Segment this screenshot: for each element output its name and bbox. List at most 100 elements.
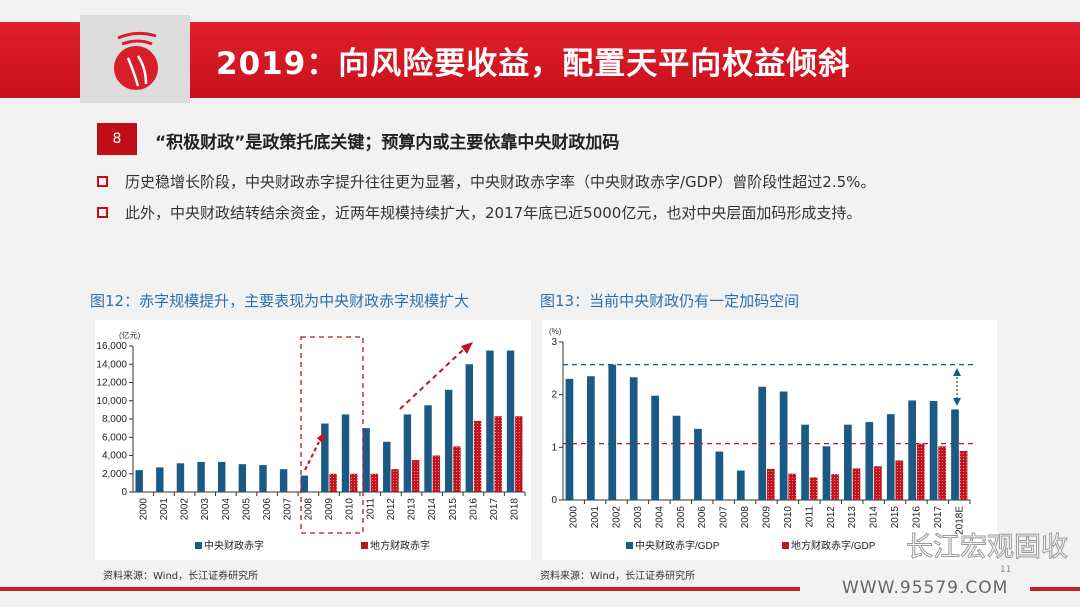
x-tick-label: 2006	[262, 498, 273, 521]
y-tick-label: 0	[551, 495, 557, 506]
y-tick-label: 14,000	[96, 359, 127, 370]
y-tick-label: 3	[551, 337, 557, 348]
chart-deficit-scale: (亿元) 0 2,000 4,000 6,000 8,000 10,000 12,000 14,…	[96, 330, 526, 552]
bar-local	[938, 446, 947, 500]
bar-central	[362, 428, 370, 492]
bar-central	[300, 475, 308, 492]
footer-line	[0, 587, 800, 591]
y-tick-label: 10,000	[96, 396, 127, 407]
bar-local	[391, 469, 399, 492]
legend-label: 地方财政赤字/GDP	[791, 539, 876, 552]
bar-local	[411, 460, 420, 492]
bar-central	[197, 461, 205, 492]
x-tick-label: 2007	[283, 498, 294, 521]
x-tick-label: 2016	[468, 498, 479, 521]
y-tick-label: 0	[121, 487, 127, 498]
highlight-box	[300, 336, 364, 534]
arrow-up-icon	[953, 368, 961, 376]
bar-central	[383, 441, 391, 492]
bullet-text: 历史稳增长阶段，中央财政赤字提升往往更为显著，中央财政赤字率（中央财政赤字/GD…	[125, 173, 876, 191]
x-tick-label: 2006	[697, 506, 708, 529]
bar-central	[586, 376, 595, 500]
bar-central	[608, 364, 617, 500]
x-tick-label: 2014	[427, 498, 438, 521]
bar-central	[865, 422, 874, 500]
x-tick-label: 2015	[448, 498, 459, 521]
page-title: 2019：向风险要收益，配置天平向权益倾斜	[216, 46, 851, 82]
bar-local	[432, 455, 440, 492]
bar-central	[424, 405, 432, 492]
bar-local	[809, 477, 818, 500]
x-tick-label: 2007	[719, 506, 730, 529]
y-tick-label: 6,000	[102, 432, 127, 443]
chart-deficit-ratio: (%) 0 1 2 3 2000 2001 2002 2003 2004 2005 2006 2007 2…	[549, 327, 974, 552]
arrow-head-icon	[461, 342, 473, 354]
x-tick-label: 2011	[365, 498, 376, 520]
x-tick-label: 2012	[826, 506, 837, 529]
x-tick-label: 2000	[138, 498, 149, 521]
bullet-text: 此外，中央财政结转结余资金，近两年规模持续扩大，2017年底已近5000亿元，也…	[125, 204, 862, 222]
trend-arrow	[399, 349, 464, 410]
bar-central	[801, 424, 809, 500]
x-tick-label: 2016	[911, 506, 922, 529]
x-tick-label: 2002	[180, 498, 191, 521]
bar-central	[403, 414, 412, 492]
legend-label: 地方财政赤字	[370, 539, 430, 552]
trend-arrow	[304, 441, 320, 471]
x-tick-label: 2018	[510, 498, 521, 521]
chart-panel-deficit-scale: (亿元) 0 2,000 4,000 6,000 8,000 10,000 12,000 14,…	[95, 320, 531, 560]
x-tick-label: 2005	[676, 506, 687, 529]
legend-label: 中央财政赤字	[204, 539, 264, 552]
y-tick-label: 2	[551, 390, 557, 401]
bar-local	[473, 420, 482, 492]
bar-central	[886, 414, 895, 500]
watermark: 长江宏观固收	[906, 532, 1069, 563]
x-tick-label: 2001	[159, 498, 170, 521]
bar-local	[916, 443, 925, 500]
x-tick-label: 2009	[324, 498, 335, 521]
y-tick-label: 8,000	[102, 414, 127, 425]
footer-url: WWW.95579.COM	[842, 578, 1009, 598]
y-tick-label: 1	[551, 442, 557, 453]
bar-central	[736, 470, 745, 500]
section-number: 8	[97, 123, 137, 155]
chart-title: 图13：当前中央财政仍有一定加码空间	[540, 292, 800, 310]
x-tick-label: 2011	[804, 506, 815, 528]
bar-central	[218, 461, 226, 492]
bar-local	[852, 468, 861, 500]
y-axis-unit: (%)	[549, 327, 562, 336]
bar-central	[444, 389, 453, 492]
bar-local	[453, 446, 461, 492]
bar-central	[176, 463, 185, 492]
x-tick-label: 2010	[783, 506, 794, 529]
x-tick-label: 2010	[345, 498, 356, 521]
legend-swatch	[361, 542, 368, 549]
bar-local	[370, 473, 379, 492]
y-tick-label: 2,000	[102, 469, 127, 480]
bar-central	[465, 364, 474, 492]
bar-central	[822, 446, 831, 500]
bar-central	[135, 470, 143, 492]
bar-central	[779, 391, 788, 500]
footer-line	[1030, 587, 1080, 591]
bullet-item: 历史稳增长阶段，中央财政赤字提升往往更为显著，中央财政赤字率（中央财政赤字/GD…	[97, 171, 875, 192]
page-number: 11	[1000, 565, 1012, 575]
x-tick-label: 2017	[933, 506, 944, 529]
x-tick-label: 2002	[612, 506, 623, 529]
arrow-down-icon	[953, 398, 961, 406]
x-tick-label: 2013	[407, 498, 418, 521]
bullet-square-icon	[97, 176, 108, 187]
y-axis-unit: (亿元)	[119, 330, 141, 340]
bar-central	[321, 423, 329, 492]
bullet-item: 此外，中央财政结转结余资金，近两年规模持续扩大，2017年底已近5000亿元，也…	[97, 202, 861, 223]
bar-local	[895, 460, 904, 500]
bar-central	[929, 400, 938, 500]
bar-central	[672, 415, 681, 500]
company-logo-icon	[114, 31, 158, 90]
chart-source: 资料来源：Wind，长江证券研究所	[103, 571, 259, 582]
bar-central	[951, 409, 959, 500]
bar-central	[565, 378, 574, 500]
y-tick-label: 12,000	[96, 378, 127, 389]
section-heading: “积极财政”是政策托底关键；预算内或主要依靠中央财政加码	[155, 133, 620, 153]
chart-title: 图12：赤字规模提升，主要表现为中央财政赤字规模扩大	[90, 292, 470, 310]
